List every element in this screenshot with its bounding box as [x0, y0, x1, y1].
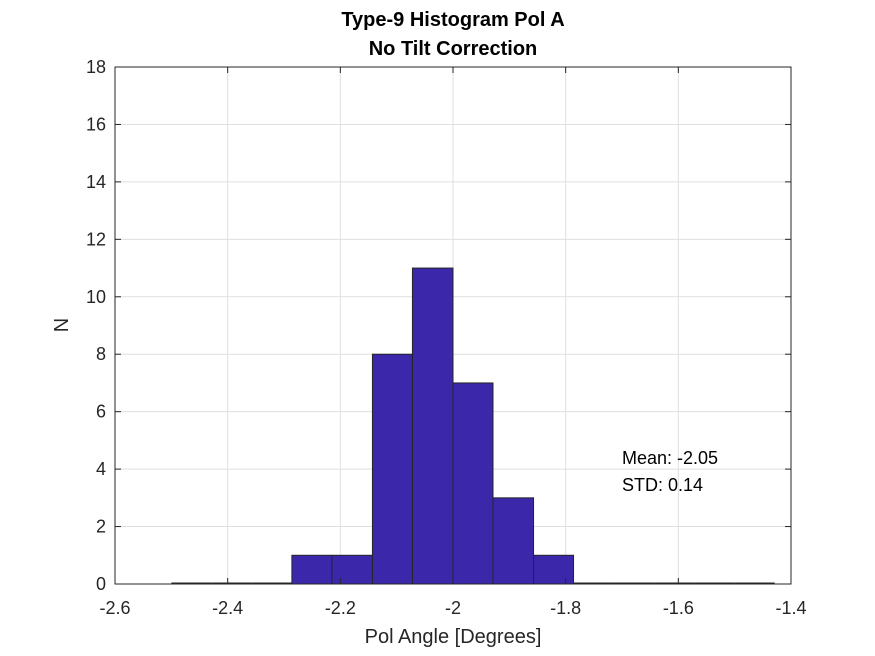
x-tick-label: -2.2 [325, 598, 356, 618]
axes [114, 66, 792, 585]
y-tick-label: 8 [96, 344, 106, 364]
x-tick-label: -1.4 [775, 598, 806, 618]
y-tick-label: 4 [96, 459, 106, 479]
histogram-bar [533, 554, 575, 585]
y-tick-labels: 0 2 4 6 8 10 12 14 16 18 [86, 57, 106, 594]
y-tick-label: 0 [96, 574, 106, 594]
y-tick-label: 12 [86, 229, 106, 249]
histogram-bar [492, 497, 535, 585]
chart-title: Type-9 Histogram Pol A [341, 9, 564, 31]
y-tick-label: 14 [86, 172, 106, 192]
y-tick-label: 16 [86, 114, 106, 134]
histogram-bar [291, 554, 333, 585]
y-axis-label: N [51, 318, 73, 332]
x-axis-label: Pol Angle [Degrees] [365, 626, 542, 648]
histogram-bars [171, 267, 775, 585]
x-tick-labels: -2.6 -2.4 -2.2 -2 -1.8 -1.6 -1.4 [99, 598, 806, 618]
histogram-bar [411, 267, 454, 585]
x-tick-label: -2.4 [212, 598, 243, 618]
chart-subtitle: No Tilt Correction [369, 38, 538, 60]
histogram-bar [371, 353, 413, 585]
x-tick-label: -2.6 [99, 598, 130, 618]
y-tick-label: 10 [86, 287, 106, 307]
x-tick-label: -2 [445, 598, 461, 618]
y-tick-label: 2 [96, 517, 106, 537]
y-tick-label: 6 [96, 402, 106, 422]
histogram-bar [331, 554, 373, 585]
x-tick-label: -1.6 [663, 598, 694, 618]
mean-annotation: Mean: -2.05 [622, 448, 718, 468]
y-tick-label: 18 [86, 57, 106, 77]
x-tick-label: -1.8 [550, 598, 581, 618]
std-annotation: STD: 0.14 [622, 475, 703, 495]
histogram-bar [452, 382, 494, 585]
